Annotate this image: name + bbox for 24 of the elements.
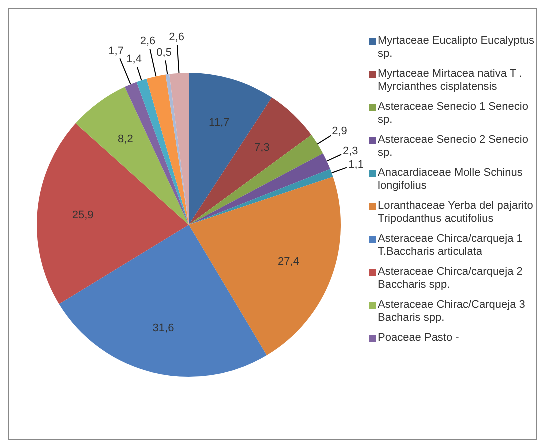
- legend-label: Asteraceae Senecio 1 Senecio sp.: [378, 101, 530, 127]
- legend-label: Asteraceae Senecio 2 Senecio sp.: [378, 134, 530, 160]
- data-label: 1,4: [126, 54, 142, 66]
- data-label: 2,3: [342, 145, 358, 158]
- data-label: 11,7: [209, 117, 230, 130]
- legend-label: Loranthaceae Yerba del pajarito Tripodanthus acutifolius: [378, 200, 534, 226]
- legend-label: Poaceae Pasto -: [378, 332, 460, 345]
- data-label: 27,4: [278, 256, 300, 268]
- data-label: 2,6: [140, 35, 156, 48]
- data-label: 1,7: [108, 45, 124, 58]
- legend-label: Asteraceae Chirac/Carqueja 3 Bacharis spp.: [378, 299, 526, 325]
- legend-label: Myrtaceae Mirtacea nativa T . Myrcianthes cisplatensis: [378, 68, 524, 94]
- legend-label: Myrtaceae Eucalipto Eucalyptus sp.: [378, 35, 536, 61]
- data-label: 2,6: [169, 31, 184, 44]
- legend-label: Asteraceae Chirca/carqueja 2 Baccharis spp.: [378, 266, 524, 292]
- data-label: 25,9: [72, 209, 94, 222]
- data-label: 31,6: [152, 322, 174, 334]
- data-label: 7,3: [254, 142, 270, 154]
- data-label: 8,2: [118, 134, 134, 146]
- data-label: 2,9: [332, 125, 348, 138]
- data-label: 1,1: [348, 158, 364, 171]
- legend-label: Asteraceae Chirca/carqueja 1 T.Baccharis articulata: [378, 233, 524, 259]
- data-label: 0,5: [156, 46, 172, 59]
- legend-label: Anacardiaceae Molle Schinus longifolius: [378, 167, 524, 193]
